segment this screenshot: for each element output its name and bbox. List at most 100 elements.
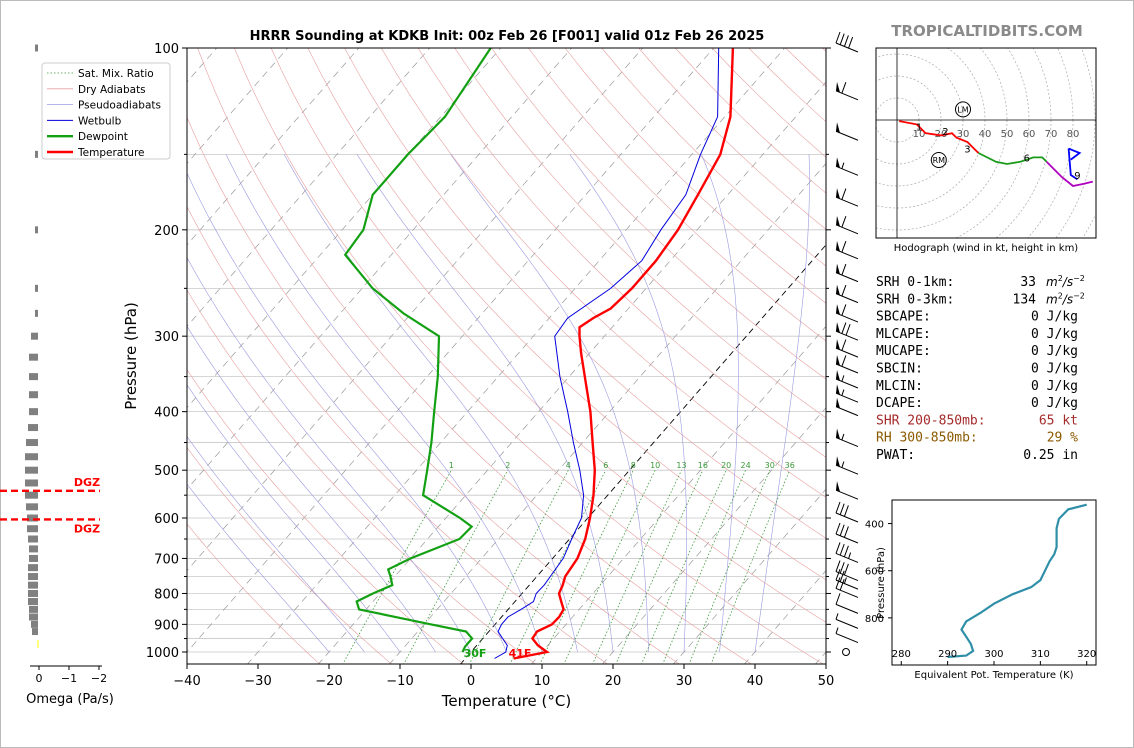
dry-adiabat [528, 48, 826, 342]
isotherm-line [531, 325, 826, 664]
barb-staff [835, 347, 859, 358]
storm-motion-marker [955, 101, 971, 118]
dgz-label: DGZ [74, 522, 100, 535]
moist-adiabat [187, 256, 472, 653]
y-tick-label: 400 [154, 406, 179, 421]
barb-flag [836, 157, 840, 168]
moist-adiabat [187, 172, 507, 653]
theta-e-line [947, 503, 1087, 659]
theta-e-x-label: Equivalent Pot. Temperature (K) [914, 670, 1073, 681]
hodograph-height-label: 3 [964, 145, 970, 156]
wind-barb [835, 304, 859, 323]
omega-tick-label: 0 [36, 672, 43, 685]
theta-e-frame [891, 499, 1097, 666]
barb-staff [835, 363, 859, 374]
hodograph-ring-label: 80 [1067, 129, 1080, 140]
barb-staff [835, 603, 859, 614]
dry-adiabat [381, 48, 826, 498]
dewpoint-line [343, 48, 492, 653]
moist-adiabat [187, 483, 330, 653]
dry-adiabat [187, 523, 320, 664]
barb-full [839, 524, 845, 536]
barb-half [835, 627, 839, 634]
mixing-ratio-label: 4 [566, 461, 571, 470]
hodograph-ring-label: 40 [979, 129, 992, 140]
barb-half [843, 577, 847, 584]
wind-barb [842, 648, 850, 656]
barb-staff [835, 378, 859, 389]
barb-staff [835, 588, 859, 598]
barb-full [841, 355, 847, 367]
moist-adiabat [283, 154, 578, 653]
hodograph-caption: Hodograph (wind in kt, height in km) [894, 243, 1079, 254]
omega-bar [29, 605, 38, 613]
legend-entry: Dry Adiabats [78, 84, 146, 96]
barb-full [835, 542, 841, 554]
x-tick-label: 30 [676, 674, 693, 689]
moist-adiabat [701, 154, 739, 653]
stat-value: 0 J/kg [1031, 362, 1078, 377]
barb-flag [836, 240, 840, 252]
barb-full [835, 568, 841, 581]
barb-full [841, 284, 847, 297]
barb-staff [835, 90, 859, 101]
barb-flag [836, 284, 840, 296]
omega-bar [32, 628, 38, 636]
calm-circle [842, 648, 850, 656]
y-tick-label: 600 [154, 512, 179, 527]
stat-unit: m2/s−2 [1046, 274, 1085, 289]
wind-barb [835, 560, 859, 581]
dry-adiabat [270, 48, 826, 623]
temperature-line [513, 48, 735, 660]
omega-bar [29, 545, 38, 553]
wind-barb [835, 284, 859, 304]
isotherm-line [187, 48, 714, 653]
barb-flag [836, 81, 840, 93]
hodograph-ring-label: 70 [1045, 129, 1058, 140]
wind-barb [835, 122, 859, 141]
stat-value: 0 J/kg [1031, 344, 1078, 359]
omega-bar [28, 535, 38, 543]
wind-barb [835, 481, 859, 500]
wind-barb [835, 322, 859, 341]
stats-table: SRH 0-1km: 33 m2/s−2 SRH 0-3km: 134 m2/s−2 SBC… [876, 274, 1085, 463]
barb-staff [835, 42, 859, 53]
barb-full [839, 33, 845, 45]
mixing-ratio-line [539, 470, 634, 664]
barb-full [839, 570, 845, 583]
barb-flag [836, 215, 840, 227]
mixing-ratio-label: 36 [785, 461, 795, 470]
surface-dewpoint-label: 30F [464, 647, 487, 660]
dry-adiabat [564, 48, 826, 304]
omega-bar [29, 373, 38, 381]
omega-axis-label: Omega (Pa/s) [26, 692, 114, 707]
stat-value: 0.25 in [1023, 448, 1078, 463]
mixing-ratio-line [509, 470, 607, 664]
hodograph-trace [1068, 147, 1082, 161]
barb-flag [836, 481, 840, 492]
wind-barb [835, 370, 859, 389]
omega-bar [29, 408, 38, 416]
y-tick-label: 1000 [146, 646, 179, 661]
mixing-ratio-label: 24 [741, 461, 751, 470]
barb-full [845, 324, 851, 336]
wind-barb [835, 542, 859, 563]
skewt-plot-area: 1 2 4 6 8 10 13 16 20 24 30 36 [187, 48, 826, 664]
mixing-ratio-label: 30 [765, 461, 775, 470]
theta-e-panel: 400 600 800 280 290 300 310 320 Equivalent Pot. … [865, 499, 1097, 681]
brand-watermark: TROPICALTIDBITS.COM [891, 22, 1083, 40]
hodograph-ring-label: 30 [957, 129, 970, 140]
omega-bar [25, 453, 38, 461]
mixing-ratio-line [403, 470, 509, 664]
mixing-ratio-label: 6 [603, 461, 608, 470]
y-axis-label: Pressure (hPa) [122, 302, 140, 410]
barb-full [835, 577, 841, 589]
y-tick-label: 100 [154, 42, 179, 57]
wind-barb [835, 81, 859, 101]
omega-bar [26, 503, 38, 511]
chart-title: HRRR Sounding at KDKB Init: 00z Feb 26 [… [250, 29, 765, 44]
mixing-ratio-line [688, 470, 771, 664]
y-tick-label: 500 [154, 464, 179, 479]
barb-staff [835, 293, 859, 304]
